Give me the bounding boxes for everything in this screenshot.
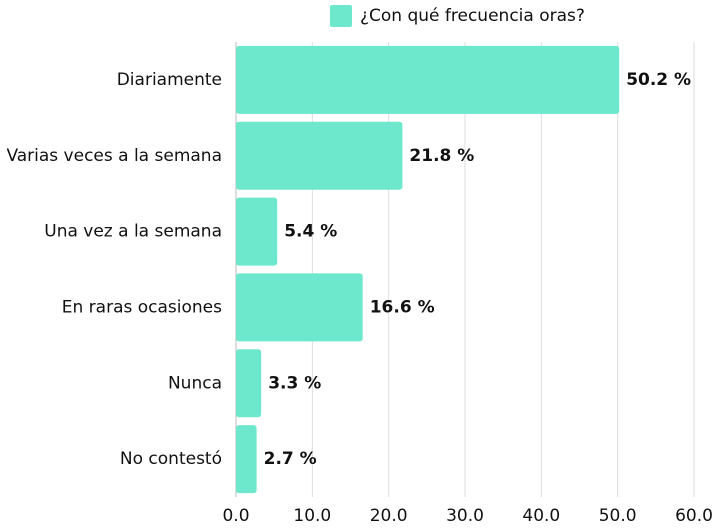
data-label: 5.4 % <box>284 222 337 242</box>
data-label: 50.2 % <box>626 70 691 90</box>
data-label: 21.8 % <box>409 146 474 166</box>
bar <box>236 197 278 266</box>
legend-label: ¿Con qué frecuencia oras? <box>360 6 585 26</box>
y-tick-label: Diariamente <box>117 70 222 90</box>
legend-swatch <box>330 5 352 27</box>
x-tick-label: 40.0 <box>522 506 560 526</box>
y-tick-label: No contestó <box>120 449 222 469</box>
y-tick-label: Nunca <box>168 373 222 393</box>
data-label: 2.7 % <box>264 449 317 469</box>
bar <box>236 349 262 418</box>
x-tick-label: 60.0 <box>675 506 713 526</box>
bar <box>236 121 403 190</box>
data-label: 16.6 % <box>370 297 435 317</box>
x-tick-label: 50.0 <box>599 506 637 526</box>
y-tick-label: En raras ocasiones <box>62 297 222 317</box>
bar <box>236 45 620 114</box>
x-tick-label: 30.0 <box>446 506 484 526</box>
bar <box>236 425 257 494</box>
bar <box>236 273 363 342</box>
x-tick-label: 0.0 <box>222 506 249 526</box>
data-label: 3.3 % <box>268 373 321 393</box>
y-tick-label: Varias veces a la semana <box>6 146 222 166</box>
y-tick-label: Una vez a la semana <box>44 222 222 242</box>
x-tick-label: 10.0 <box>293 506 331 526</box>
x-tick-label: 20.0 <box>370 506 408 526</box>
